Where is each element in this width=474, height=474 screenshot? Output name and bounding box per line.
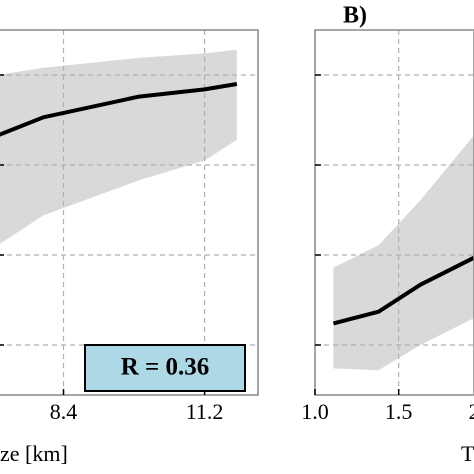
panel: 1.0 1.5 2.0 T B) [301, 3, 474, 466]
panel: 8.4 11.2 ze [km] R = 0.36 [0, 29, 259, 466]
plot-frame [314, 29, 474, 396]
panel-title: B) [343, 3, 367, 29]
x-tick-label: 2.0 [469, 399, 474, 424]
x-tick-label: 1.0 [301, 399, 329, 424]
annotation-text: R = 0.36 [121, 354, 210, 381]
line [332, 255, 474, 326]
plot-frame [0, 29, 259, 396]
x-axis-label: ze [km] [0, 441, 68, 466]
x-tick-label: 11.2 [186, 399, 224, 424]
x-axis-label: T [461, 441, 474, 466]
annotation-box [84, 344, 246, 392]
x-tick-label: 8.4 [50, 399, 78, 424]
line [0, 82, 238, 137]
confidence-band [333, 135, 474, 371]
confidence-band [0, 49, 237, 244]
x-tick-label: 1.5 [385, 399, 413, 424]
